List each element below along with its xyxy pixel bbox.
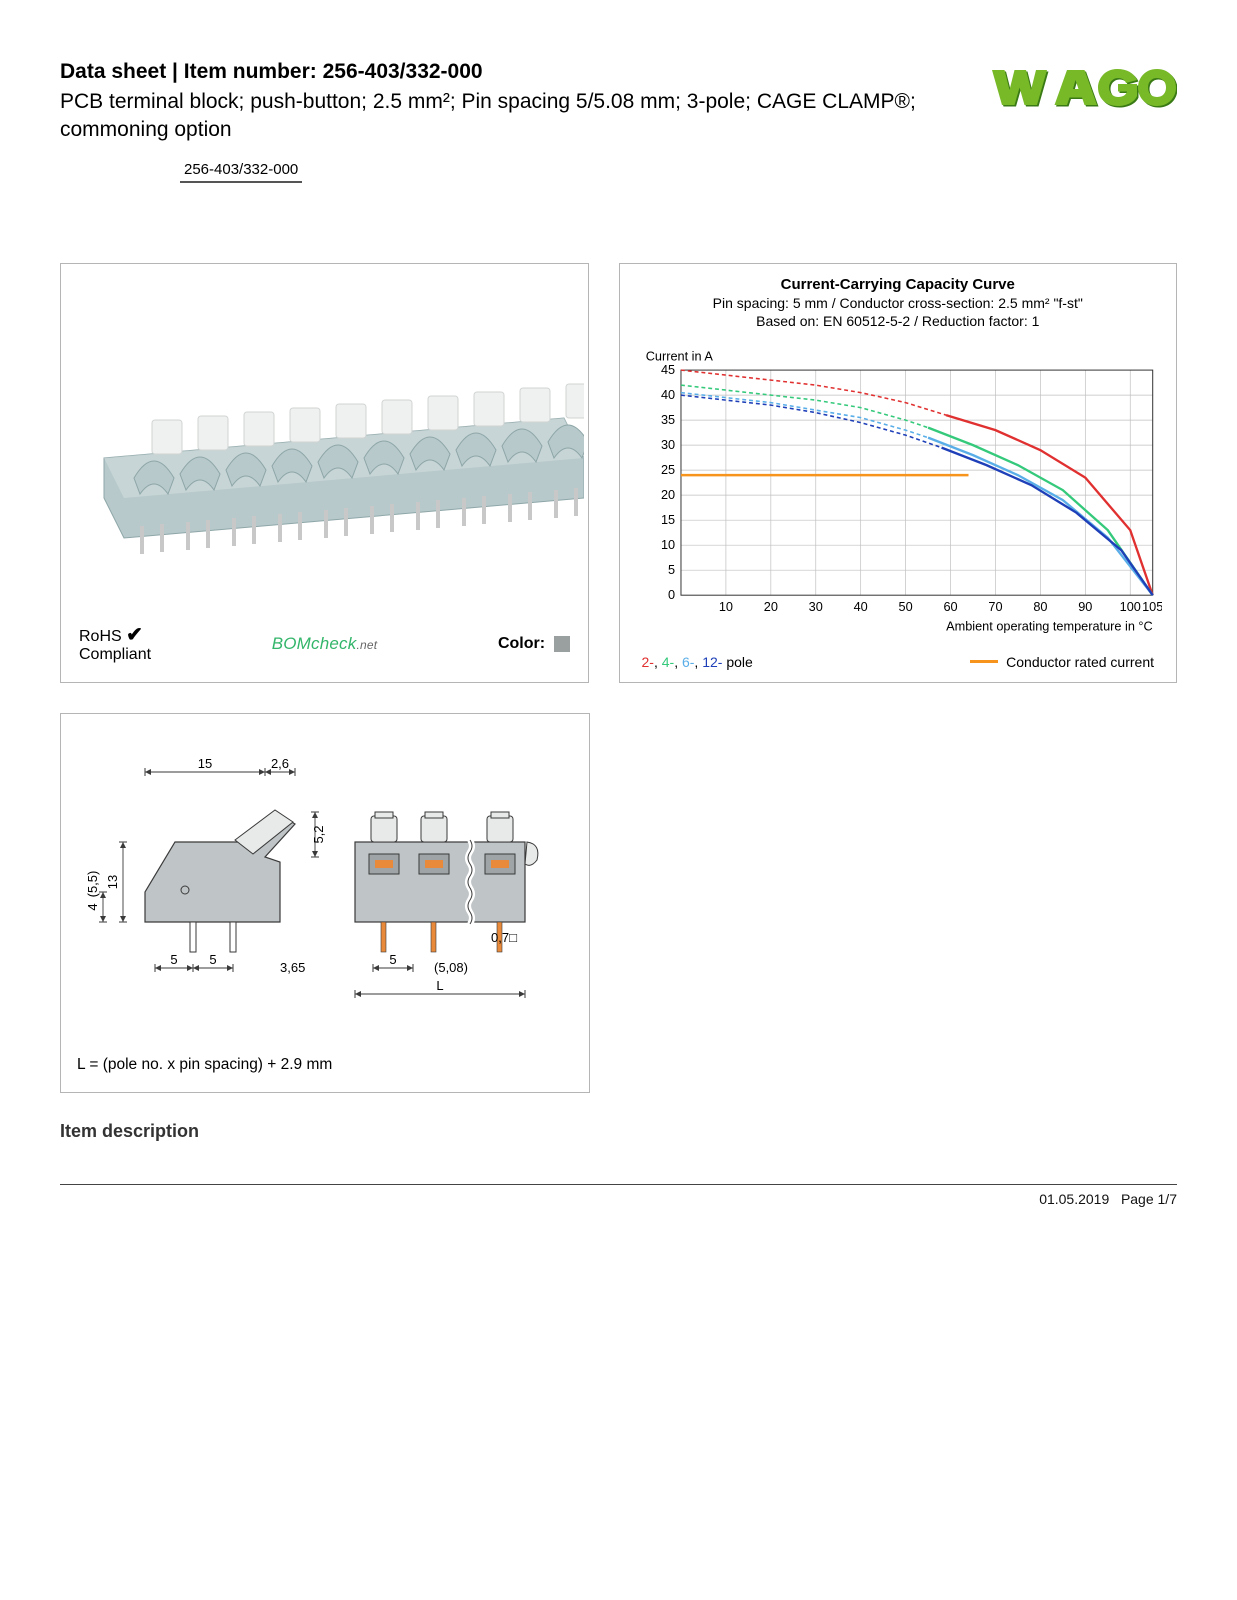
legend-rated: Conductor rated current: [970, 654, 1154, 670]
svg-text:30: 30: [808, 599, 822, 614]
legend-rated-label: Conductor rated current: [1006, 654, 1154, 670]
svg-text:10: 10: [718, 599, 732, 614]
legend-line-icon: [970, 660, 998, 663]
header: Data sheet | Item number: 256-403/332-00…: [60, 60, 1177, 183]
title-prefix: Data sheet | Item number:: [60, 60, 323, 83]
svg-text:Ambient operating temperature: Ambient operating temperature in °C: [946, 618, 1153, 633]
page-subtitle: PCB terminal block; push-button; 2.5 mm²…: [60, 88, 987, 145]
dimension-drawing-icon: 15 2,6 5,2 13 4 (5,5) 5 5 3,65 5 (5,08) 0,7□ L: [75, 742, 575, 1032]
svg-text:(5,5): (5,5): [85, 870, 100, 897]
chart-subtitle-2: Based on: EN 60512-5-2 / Reduction facto…: [634, 313, 1163, 329]
svg-text:100: 100: [1119, 599, 1140, 614]
item-description-heading: Item description: [60, 1121, 1177, 1142]
color-indicator: Color:: [498, 635, 570, 653]
svg-text:25: 25: [660, 462, 674, 477]
chart-panel: Current-Carrying Capacity Curve Pin spac…: [619, 263, 1178, 683]
svg-text:15: 15: [660, 512, 674, 527]
chart-svg-icon: Current in A 0 5 10 15 20 25 30 35 40 45 10 20 30 40 50…: [634, 329, 1163, 650]
svg-text:5: 5: [389, 952, 396, 967]
product-panel: RoHS ✔ Compliant BOMcheck.net Color:: [60, 263, 589, 683]
product-illustration-icon: [64, 288, 584, 588]
svg-text:0: 0: [668, 587, 675, 602]
svg-text:50: 50: [898, 599, 912, 614]
check-icon: ✔: [126, 624, 143, 646]
title-item-number: 256-403/332-000: [323, 60, 483, 83]
header-text-block: Data sheet | Item number: 256-403/332-00…: [60, 60, 987, 183]
page-title: Data sheet | Item number: 256-403/332-00…: [60, 60, 987, 84]
product-footer: RoHS ✔ Compliant BOMcheck.net Color:: [61, 612, 588, 682]
svg-text:45: 45: [660, 362, 674, 377]
legend-2pole: 2-: [642, 654, 654, 670]
svg-text:20: 20: [763, 599, 777, 614]
chart-title: Current-Carrying Capacity Curve: [634, 276, 1163, 293]
svg-text:5: 5: [209, 952, 216, 967]
page-footer: 01.05.2019 Page 1/7: [60, 1184, 1177, 1207]
svg-text:5,2: 5,2: [311, 825, 326, 843]
legend-12pole: 12-: [702, 654, 722, 670]
rohs-label-1: RoHS: [79, 628, 122, 645]
bomcheck-suffix: .net: [356, 638, 377, 652]
svg-text:80: 80: [1033, 599, 1047, 614]
svg-text:70: 70: [988, 599, 1002, 614]
dimension-formula: L = (pole no. x pin spacing) + 2.9 mm: [75, 1050, 575, 1082]
svg-text:35: 35: [660, 412, 674, 427]
svg-text:5: 5: [170, 952, 177, 967]
svg-text:20: 20: [660, 487, 674, 502]
legend-pole-suffix: pole: [722, 654, 752, 670]
svg-text:13: 13: [105, 874, 120, 888]
color-label: Color:: [498, 635, 545, 652]
chart-subtitle-1: Pin spacing: 5 mm / Conductor cross-sect…: [634, 295, 1163, 311]
color-swatch: [554, 636, 570, 652]
dimension-panel: 15 2,6 5,2 13 4 (5,5) 5 5 3,65 5 (5,08) 0,7□ L L = (…: [60, 713, 590, 1093]
dimension-drawing: 15 2,6 5,2 13 4 (5,5) 5 5 3,65 5 (5,08) 0,7□ L: [75, 724, 575, 1050]
svg-text:40: 40: [660, 387, 674, 402]
svg-text:90: 90: [1078, 599, 1092, 614]
rohs-compliant-badge: RoHS ✔ Compliant: [79, 624, 151, 664]
bomcheck-text: BOMcheck: [272, 634, 357, 653]
svg-text:3,65: 3,65: [280, 960, 305, 975]
svg-text:10: 10: [660, 537, 674, 552]
svg-text:105: 105: [1142, 599, 1162, 614]
legend-4pole: 4-: [662, 654, 674, 670]
legend-poles: 2-, 4-, 6-, 12- pole: [642, 654, 753, 670]
product-image: [61, 264, 588, 612]
svg-text:(5,08): (5,08): [434, 960, 468, 975]
svg-text:30: 30: [660, 437, 674, 452]
logo: [987, 60, 1177, 120]
svg-text:4: 4: [85, 903, 100, 910]
svg-text:40: 40: [853, 599, 867, 614]
rohs-label-2: Compliant: [79, 646, 151, 663]
panels-row: RoHS ✔ Compliant BOMcheck.net Color: Cur…: [60, 263, 1177, 683]
svg-text:0,7□: 0,7□: [491, 930, 517, 945]
bomcheck-badge: BOMcheck.net: [272, 634, 378, 654]
svg-text:L: L: [436, 978, 443, 993]
footer-date: 01.05.2019: [1039, 1191, 1109, 1207]
svg-text:Current in A: Current in A: [645, 348, 713, 363]
svg-text:60: 60: [943, 599, 957, 614]
chart-legend: 2-, 4-, 6-, 12- pole Conductor rated cur…: [634, 654, 1163, 670]
wago-logo-icon: [987, 60, 1177, 115]
legend-6pole: 6-: [682, 654, 694, 670]
chart-plot-area: Current in A 0 5 10 15 20 25 30 35 40 45 10 20 30 40 50…: [634, 329, 1163, 650]
footer-page: Page 1/7: [1121, 1191, 1177, 1207]
svg-text:15: 15: [198, 756, 212, 771]
svg-text:2,6: 2,6: [271, 756, 289, 771]
item-number-chip: 256-403/332-000: [180, 159, 302, 183]
svg-text:5: 5: [668, 562, 675, 577]
